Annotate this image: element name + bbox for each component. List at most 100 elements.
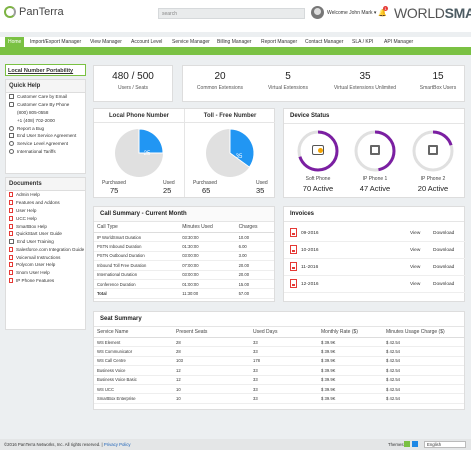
- copyright-text: ©2016 PanTerra Networks, Inc. All rights…: [4, 442, 103, 447]
- table-row: SmartBox Enterprise 10 33 $ 39.9K $ 42.54: [94, 393, 464, 404]
- nav-contact-manager[interactable]: Contact Manager: [305, 39, 344, 45]
- report-bug[interactable]: Report a Bug: [6, 124, 85, 132]
- table-row: WS Call Centre 103 178 $ 39.9K $ 42.54: [94, 356, 464, 367]
- doc-admin-help[interactable]: Admin Help: [6, 191, 85, 199]
- col-header: Service Name: [94, 327, 173, 338]
- nav-api-manager[interactable]: API Manager: [384, 39, 414, 45]
- cell: 10: [173, 384, 250, 395]
- toll-purchased-value: 65: [202, 186, 211, 195]
- table-row: WS Element 28 33 $ 39.9K $ 42.54: [94, 337, 464, 348]
- local-used-label: Used: [163, 180, 175, 186]
- panterra-logo[interactable]: PanTerra: [4, 6, 64, 18]
- avatar[interactable]: [311, 6, 324, 19]
- pdf-icon: [9, 200, 13, 206]
- main-nav: Home Import/Export Manager View Manager …: [0, 37, 471, 47]
- download-link[interactable]: Download: [433, 231, 455, 236]
- stat-label: Virtual Extensions Unlimited: [333, 85, 397, 91]
- service-level-agreement[interactable]: Service Level Agreement: [6, 140, 85, 148]
- download-link[interactable]: Download: [433, 265, 455, 270]
- nav-view-manager[interactable]: View Manager: [90, 39, 122, 45]
- table-row: PSTN Outbound Duration 03:00:00 3.00: [94, 251, 274, 262]
- nav-service-manager[interactable]: Service Manager: [172, 39, 210, 45]
- download-link[interactable]: Download: [433, 248, 455, 253]
- privacy-policy-link[interactable]: Privacy Policy: [103, 442, 131, 447]
- quick-help-label: International Tariffs: [17, 148, 56, 154]
- pdf-icon: [9, 262, 13, 268]
- toll-used-value: 35: [256, 186, 265, 195]
- doc-user-help[interactable]: User Help: [6, 207, 85, 215]
- doc-label: Salesforce.com Integration Guide: [16, 246, 85, 252]
- col-header: Present Seats: [173, 327, 250, 338]
- doc-end-user-training[interactable]: End User Training: [6, 238, 85, 246]
- nav-report-manager[interactable]: Report Manager: [261, 39, 298, 45]
- pdf-icon: [290, 279, 297, 288]
- doc-label: Features and Addons: [16, 200, 60, 206]
- nav-billing-manager[interactable]: Billing Manager: [217, 39, 252, 45]
- doc-smartbox-help[interactable]: SmartBox Help: [6, 222, 85, 230]
- nav-sla-kpi[interactable]: SLA / KPI: [352, 39, 374, 45]
- cell: $ 39.9K: [318, 356, 383, 367]
- doc-polycom[interactable]: Polycom User Help: [6, 261, 85, 269]
- quick-help-label: End User Service Agreement: [17, 133, 77, 139]
- view-link[interactable]: View: [410, 231, 421, 236]
- doc-quickstart[interactable]: QuickStart User Guide: [6, 230, 85, 238]
- cell: $ 42.54: [383, 346, 464, 357]
- doc-voicemail[interactable]: Voicemail Instructions: [6, 253, 85, 261]
- call-summary-card: Call Summary - Current Month Call Type M…: [93, 206, 275, 302]
- cell: 03:00:00: [179, 270, 236, 280]
- doc-label: SmartBox Help: [16, 223, 47, 229]
- language-select[interactable]: English: [424, 441, 466, 448]
- cell: Total: [94, 288, 180, 299]
- virtual-ext-unlimited-stat: 35 Virtual Extensions Unlimited: [321, 71, 409, 91]
- cell: 33: [250, 346, 318, 357]
- extensions-card: 20 Common Extensions 5 Virtual Extension…: [182, 65, 465, 102]
- doc-salesforce[interactable]: Salesforce.com Integration Guide: [6, 245, 85, 253]
- search-input[interactable]: search: [158, 8, 305, 19]
- lnp-link[interactable]: Local Number Portability: [5, 64, 86, 76]
- invoice-date[interactable]: 11-2016: [301, 265, 319, 270]
- local-used-value: 25: [163, 186, 172, 195]
- pie-slice-label: 25: [144, 151, 151, 157]
- invoice-date[interactable]: 12-2016: [301, 282, 319, 287]
- view-link[interactable]: View: [410, 265, 421, 270]
- theme-green-swatch[interactable]: [404, 441, 410, 447]
- smartbox-users-stat: 15 SmartBox Users: [411, 71, 465, 91]
- invoice-date[interactable]: 10-2016: [301, 248, 319, 253]
- nav-home[interactable]: Home: [5, 37, 25, 47]
- download-link[interactable]: Download: [433, 282, 455, 287]
- customer-care-email[interactable]: Customer Care by Email: [6, 93, 85, 101]
- end-user-agreement[interactable]: End User Service Agreement: [6, 132, 85, 140]
- cell: $ 42.54: [383, 356, 464, 367]
- doc-ucc-help[interactable]: UCC Help: [6, 214, 85, 222]
- international-tariffs[interactable]: International Tariffs: [6, 147, 85, 155]
- view-link[interactable]: View: [410, 282, 421, 287]
- customer-care-phone[interactable]: Customer Care By Phone: [6, 101, 85, 109]
- local-purchased-label: Purchased: [102, 180, 126, 186]
- video-icon: [9, 239, 14, 245]
- bell-icon[interactable]: 🔔: [378, 10, 387, 17]
- pie-slice-used: [138, 128, 164, 154]
- invoices-title: Invoices: [284, 207, 464, 222]
- ip-phone-1-gauge: [354, 130, 396, 172]
- cell: 07:00:00: [179, 260, 236, 271]
- user-menu[interactable]: Welcome John Mark ▾: [327, 10, 377, 16]
- notification-badge: 1: [383, 6, 388, 11]
- doc-ip-phone-features[interactable]: IP Phone Features: [6, 277, 85, 285]
- invoice-date[interactable]: 09-2016: [301, 231, 319, 236]
- invoices-card: Invoices 09-2016 View Download 10-2016 V…: [283, 206, 466, 302]
- mail-icon: [9, 94, 14, 100]
- device-name: IP Phone 2: [420, 176, 446, 182]
- doc-features-addons[interactable]: Features and Addons: [6, 199, 85, 207]
- cell: $ 39.9K: [318, 337, 383, 348]
- view-link[interactable]: View: [410, 248, 421, 253]
- nav-import-export[interactable]: Import/Export Manager: [30, 39, 82, 45]
- nav-account-level[interactable]: Account Level: [131, 39, 163, 45]
- theme-blue-swatch[interactable]: [412, 441, 418, 447]
- softphone-gauge: [297, 130, 339, 172]
- cell: 28: [173, 337, 250, 348]
- quick-help-label: Report a Bug: [17, 125, 45, 131]
- col-header: Minutes Used: [179, 222, 236, 233]
- doc-snom[interactable]: Snom User Help: [6, 269, 85, 277]
- phone-number-1: (800) 805-0558: [6, 109, 85, 117]
- cell: WS UCC: [94, 384, 173, 395]
